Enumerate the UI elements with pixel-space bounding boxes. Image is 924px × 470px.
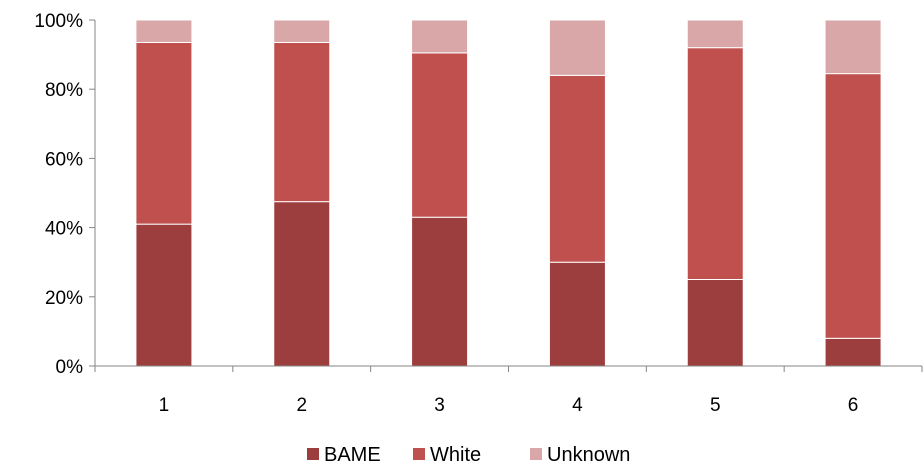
bar-white-1 xyxy=(135,41,193,225)
y-tick-label: 40% xyxy=(45,219,83,240)
y-tick-label: 80% xyxy=(45,80,83,101)
x-tick-label: 4 xyxy=(572,395,583,416)
axes-group xyxy=(94,20,922,367)
y-tick-label: 100% xyxy=(34,11,83,32)
y-tick-label: 60% xyxy=(45,149,83,170)
legend-swatch-white xyxy=(413,448,425,460)
x-tick-label: 2 xyxy=(296,395,307,416)
legend-label-bame: BAME xyxy=(324,444,381,466)
bar-bame-3 xyxy=(411,216,469,367)
bar-bame-4 xyxy=(548,261,606,367)
legend-label-unknown: Unknown xyxy=(547,444,630,466)
y-tick-label: 0% xyxy=(56,357,84,378)
legend-label-white: White xyxy=(430,444,481,466)
bar-bame-2 xyxy=(273,201,331,367)
bar-unknown-4 xyxy=(548,19,606,76)
bar-white-6 xyxy=(824,73,882,339)
bar-unknown-3 xyxy=(411,19,469,54)
x-tick-label: 5 xyxy=(710,395,721,416)
bar-unknown-1 xyxy=(135,19,193,43)
legend-swatch-unknown xyxy=(530,448,542,460)
bar-bame-6 xyxy=(824,337,882,367)
bar-white-2 xyxy=(273,41,331,203)
bar-white-4 xyxy=(548,74,606,263)
bar-bame-5 xyxy=(686,279,744,367)
y-ticks-group: 0% 20% 40% 60% 80% 100% xyxy=(34,11,95,378)
bars-group xyxy=(135,19,882,367)
x-tick-label: 3 xyxy=(434,395,445,416)
bar-white-3 xyxy=(411,52,469,218)
x-ticks-group: 1 2 3 4 5 6 xyxy=(94,366,923,416)
x-tick-label: 1 xyxy=(159,395,170,416)
bar-unknown-2 xyxy=(273,19,331,43)
bar-bame-1 xyxy=(135,223,193,367)
bar-unknown-6 xyxy=(824,19,882,75)
bar-white-5 xyxy=(686,47,744,281)
legend-swatch-bame xyxy=(307,448,319,460)
legend: BAME White Unknown xyxy=(307,444,630,466)
x-tick-label: 6 xyxy=(848,395,859,416)
bar-unknown-5 xyxy=(686,19,744,49)
y-tick-label: 20% xyxy=(45,288,83,309)
